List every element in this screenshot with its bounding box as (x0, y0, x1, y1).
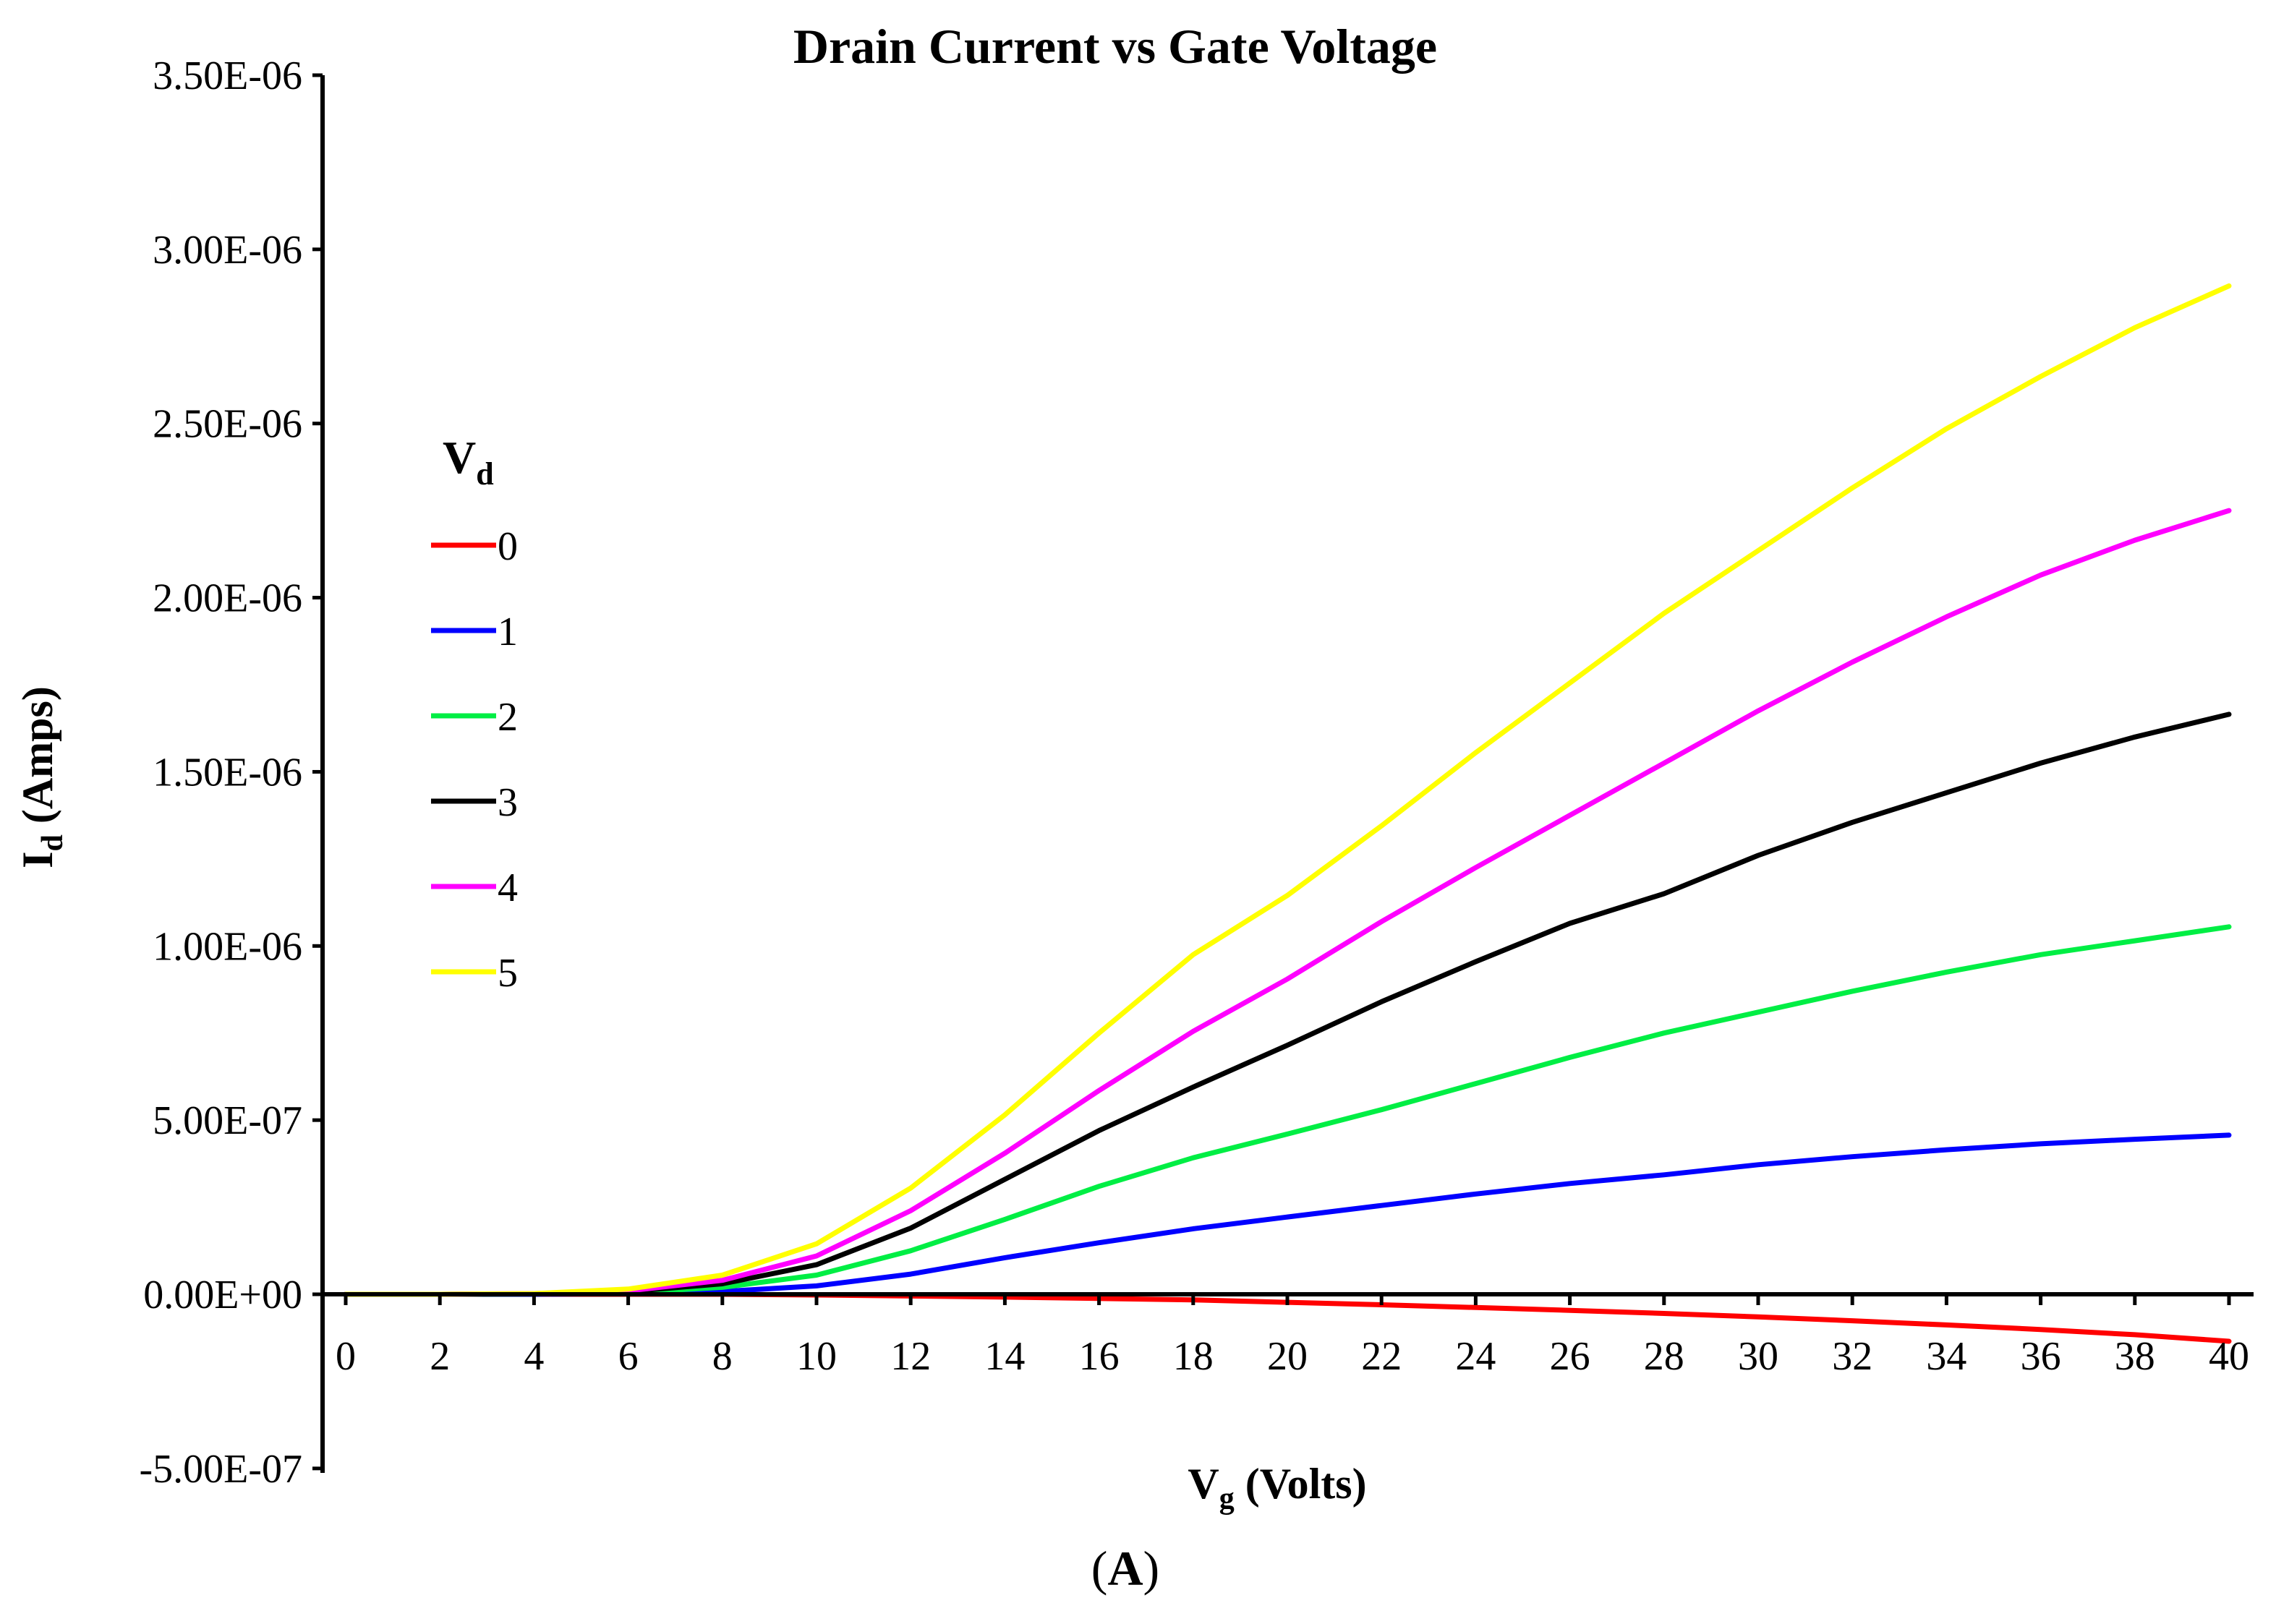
y-ticks: -5.00E-07 0.00E+00 5.00E-07 1.00E-06 1.50E-0… (139, 54, 323, 1492)
x-tick-label: 36 (2021, 1334, 2061, 1379)
legend-title-main: V (443, 432, 476, 483)
x-tick-label: 38 (2115, 1334, 2155, 1379)
legend-item-1: 1 (431, 610, 518, 654)
legend: Vd 0 1 2 3 4 5 (431, 432, 518, 996)
series-line-2 (343, 924, 2232, 1297)
x-tick-label: 6 (618, 1334, 639, 1379)
y-tick-label: 1.50E-06 (153, 750, 302, 795)
legend-label: 0 (498, 524, 518, 569)
panel-label-open: ( (1091, 1541, 1108, 1596)
y-axis-label-sub: d (36, 834, 69, 851)
x-tick-label: 30 (1738, 1334, 1778, 1379)
legend-label: 1 (498, 610, 518, 654)
y-tick-label: 5.00E-07 (153, 1098, 302, 1143)
x-tick-label: 8 (712, 1334, 733, 1379)
x-axis-label: Vg (Volts) (1188, 1460, 1366, 1516)
x-tick-label: 12 (890, 1334, 931, 1379)
series-line-5 (343, 283, 2232, 1297)
panel-label: (A) (1091, 1541, 1159, 1596)
legend-item-2: 2 (431, 695, 518, 740)
series-line-3 (343, 711, 2232, 1297)
legend-label: 2 (498, 695, 518, 740)
x-tick-label: 4 (524, 1334, 544, 1379)
series-line-4 (343, 508, 2232, 1297)
x-axis-label-sub: g (1219, 1482, 1235, 1516)
legend-item-4: 4 (431, 866, 518, 910)
x-tick-label: 16 (1079, 1334, 1120, 1379)
panel-label-letter: A (1107, 1541, 1143, 1596)
y-tick-label: 2.00E-06 (153, 576, 302, 621)
x-axis-label-main: V (1188, 1460, 1219, 1508)
x-tick-label: 2 (430, 1334, 450, 1379)
legend-item-0: 0 (431, 524, 518, 569)
legend-label: 3 (498, 780, 518, 825)
x-tick-label: 24 (1455, 1334, 1496, 1379)
x-tick-label: 32 (1832, 1334, 1872, 1379)
legend-label: 5 (498, 951, 518, 996)
x-tick-label: 20 (1267, 1334, 1308, 1379)
y-tick-label: 0.00E+00 (143, 1273, 302, 1317)
legend-title-sub: d (476, 456, 493, 492)
panel-label-close: ) (1143, 1541, 1160, 1596)
legend-label: 4 (498, 866, 518, 910)
x-tick-label: 18 (1173, 1334, 1214, 1379)
x-tick-label: 0 (336, 1334, 356, 1379)
y-tick-label: 2.50E-06 (153, 402, 302, 447)
x-tick-label: 14 (984, 1334, 1025, 1379)
chart-title: Drain Current vs Gate Voltage (793, 19, 1437, 74)
x-tick-label: 22 (1361, 1334, 1402, 1379)
legend-item-3: 3 (431, 780, 518, 825)
y-tick-label: -5.00E-07 (139, 1447, 302, 1492)
x-tick-label: 28 (1644, 1334, 1684, 1379)
y-tick-label: 3.50E-06 (153, 54, 302, 98)
legend-item-5: 5 (431, 951, 518, 996)
y-tick-label: 3.00E-06 (153, 228, 302, 273)
x-axis-label-rest: (Volts) (1235, 1460, 1367, 1508)
x-tick-label: 40 (2209, 1334, 2249, 1379)
x-tick-label: 10 (796, 1334, 837, 1379)
y-axis-label-rest: (Amps) (14, 686, 61, 834)
y-tick-label: 1.00E-06 (153, 924, 302, 969)
x-tick-label: 26 (1550, 1334, 1590, 1379)
x-tick-label: 34 (1926, 1334, 1966, 1379)
y-axis-label-main: I (14, 852, 61, 868)
y-axis-label: Id (Amps) (14, 686, 69, 868)
x-ticks: 0 2 4 6 8 10 12 14 16 18 20 22 24 26 28 30 32 34 36 38 40 (336, 1294, 2249, 1379)
plot-lines (343, 283, 2232, 1344)
legend-title: Vd (443, 432, 494, 492)
series-line-1 (343, 1132, 2232, 1297)
